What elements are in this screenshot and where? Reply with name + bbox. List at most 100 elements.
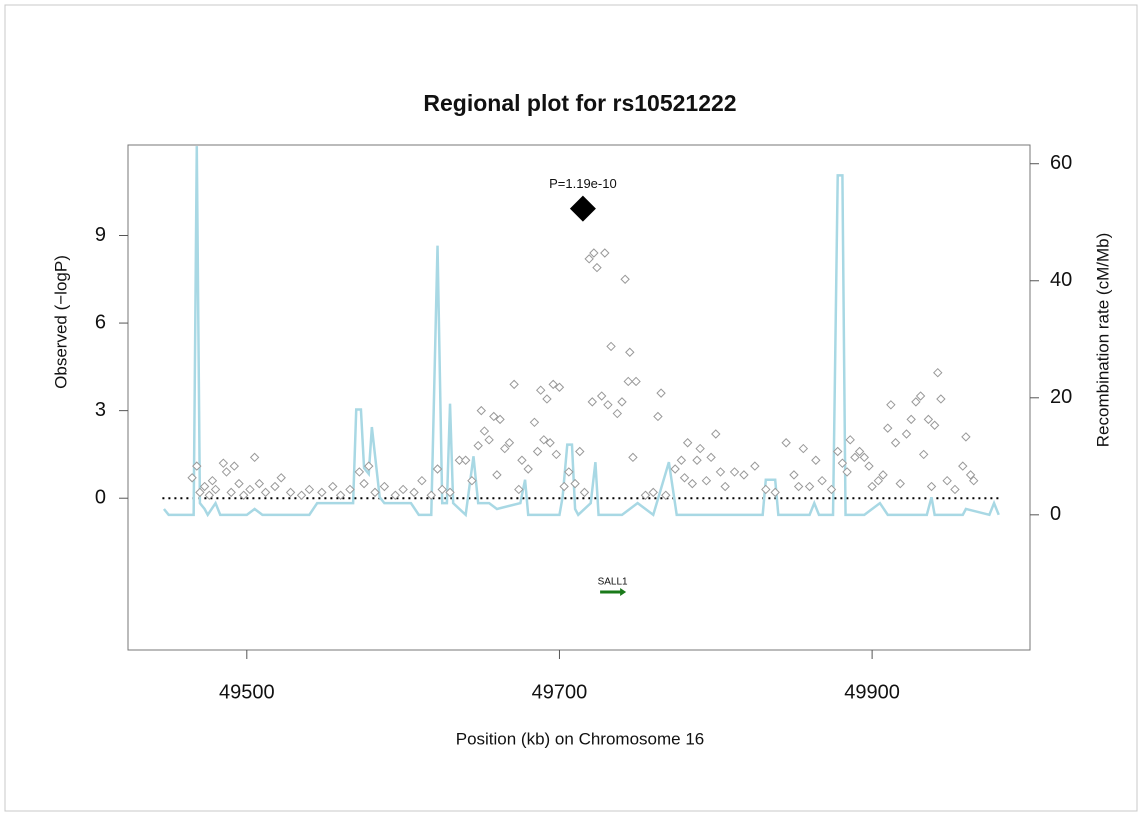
y2-tick-label: 40 <box>1050 269 1072 291</box>
snp-point <box>929 420 940 430</box>
snp-point <box>701 475 712 486</box>
snp-point <box>249 452 260 463</box>
snp-point <box>958 461 968 471</box>
snp-point <box>596 391 607 401</box>
snp-point <box>739 470 749 480</box>
snp-point <box>859 452 870 463</box>
snp-point <box>504 438 515 448</box>
snp-point <box>612 408 623 419</box>
snp-point <box>817 475 827 486</box>
snp-point <box>640 490 651 500</box>
snp-point <box>798 443 809 454</box>
snp-point <box>195 487 205 498</box>
snp-point <box>918 449 929 460</box>
snp-point <box>729 467 740 477</box>
snp-point <box>878 470 888 480</box>
snp-point <box>417 475 427 486</box>
snp-point <box>234 478 244 489</box>
y-tick-label: 6 <box>95 311 106 333</box>
snp-point <box>837 458 848 468</box>
snp-point <box>390 490 401 500</box>
gene-label: SALL1 <box>598 577 628 588</box>
x-tick-label: 49900 <box>844 681 900 703</box>
snp-point <box>864 461 874 471</box>
snp-point <box>579 487 590 498</box>
snp-point <box>720 481 730 492</box>
snp-point <box>509 379 519 390</box>
snp-point <box>551 449 562 460</box>
snp-point <box>592 262 602 273</box>
snp-point <box>254 478 265 489</box>
y-tick-label: 0 <box>95 486 106 508</box>
snp-point <box>826 484 837 495</box>
snp-point <box>199 481 210 492</box>
snp-point <box>500 443 510 454</box>
snp-point <box>883 423 893 433</box>
snp-point <box>426 490 436 500</box>
snp-point <box>437 484 447 495</box>
snp-point <box>587 397 597 407</box>
snp-point <box>564 467 574 477</box>
snp-point <box>548 379 558 390</box>
x-axis-label: Position (kb) on Chromosome 16 <box>456 729 705 748</box>
y-tick-label: 9 <box>95 224 106 246</box>
snp-point <box>207 475 218 486</box>
snp-point <box>811 455 821 465</box>
snp-point <box>204 490 214 500</box>
snp-point <box>492 470 502 480</box>
snp-point <box>345 484 355 495</box>
snp-point <box>781 438 791 448</box>
snp-point <box>192 461 202 471</box>
snp-point <box>648 487 658 498</box>
snp-point <box>901 429 912 439</box>
snp-point <box>517 455 527 465</box>
snp-point <box>432 464 443 474</box>
snp-point <box>460 455 471 465</box>
snp-point <box>679 473 690 483</box>
snp-point <box>845 435 855 445</box>
snp-point <box>793 481 804 492</box>
snp-point <box>575 446 585 457</box>
snp-point <box>409 487 419 498</box>
snp-point <box>911 397 921 407</box>
snp-point <box>187 473 197 483</box>
snp-point <box>886 400 896 410</box>
lead-snp-label: P=1.19e-10 <box>549 176 617 191</box>
snp-point <box>923 414 934 425</box>
snp-point <box>210 484 221 495</box>
snp-point <box>260 487 271 498</box>
snp-point <box>761 484 771 495</box>
snp-point <box>476 405 487 416</box>
snp-point <box>933 367 943 378</box>
snp-point <box>379 481 390 492</box>
y2-tick-label: 20 <box>1050 386 1072 408</box>
snp-point <box>398 484 408 495</box>
snp-point <box>631 376 641 387</box>
snp-point <box>676 455 687 465</box>
snp-point <box>854 446 865 457</box>
snp-point <box>789 470 799 480</box>
snp-point <box>529 417 540 428</box>
snp-point <box>606 341 616 352</box>
snp-point <box>653 411 663 422</box>
snp-point <box>535 385 546 395</box>
snp-point <box>715 467 726 477</box>
snp-point <box>359 478 369 489</box>
snp-point <box>867 481 877 492</box>
snp-point <box>628 452 638 463</box>
y-axis-label: Observed (−logP) <box>51 255 70 389</box>
chart-title: Regional plot for rs10521222 <box>423 90 736 116</box>
snp-point <box>570 478 580 489</box>
snp-point <box>804 481 815 492</box>
snp-point <box>479 426 490 436</box>
snp-point <box>523 464 533 474</box>
snp-point <box>873 475 884 486</box>
snp-point <box>285 487 296 498</box>
snp-point <box>218 458 229 468</box>
snp-point <box>545 438 555 448</box>
snp-point <box>687 478 698 489</box>
snp-point <box>539 435 549 445</box>
snp-point <box>711 429 721 439</box>
y2-axis-label: Recombination rate (cM/Mb) <box>1093 233 1112 447</box>
